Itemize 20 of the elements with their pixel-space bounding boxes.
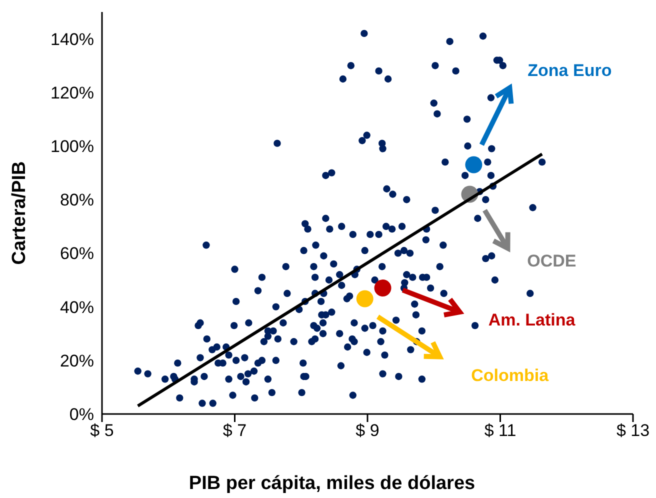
y-tick-label: 40%	[60, 298, 94, 317]
y-tick-label: 60%	[60, 244, 94, 264]
y-axis-title: Cartera/PIB	[8, 160, 31, 267]
text: OCDE	[527, 252, 576, 271]
y-tick-label: 20%	[60, 351, 94, 370]
y-tick-label: 140%	[50, 30, 94, 49]
x-tick-label: $ 13	[616, 421, 650, 440]
text: Am. Latina	[488, 310, 576, 330]
point	[374, 280, 392, 297]
y-tick-label: 100%	[50, 137, 94, 156]
point	[356, 290, 374, 308]
y-tick-label: 80%	[60, 190, 94, 210]
x-axis-title: PIB per cápita, miles de dólares	[188, 472, 476, 496]
y-tick-label: 120%	[50, 83, 94, 102]
point	[465, 156, 482, 174]
x-tick-label: $ 7	[222, 421, 247, 440]
x-tick-label: $ 11	[484, 421, 516, 440]
text: Colombia	[471, 366, 550, 386]
text: Zona Euro	[528, 61, 612, 80]
x-tick-label: $ 9	[356, 421, 380, 440]
